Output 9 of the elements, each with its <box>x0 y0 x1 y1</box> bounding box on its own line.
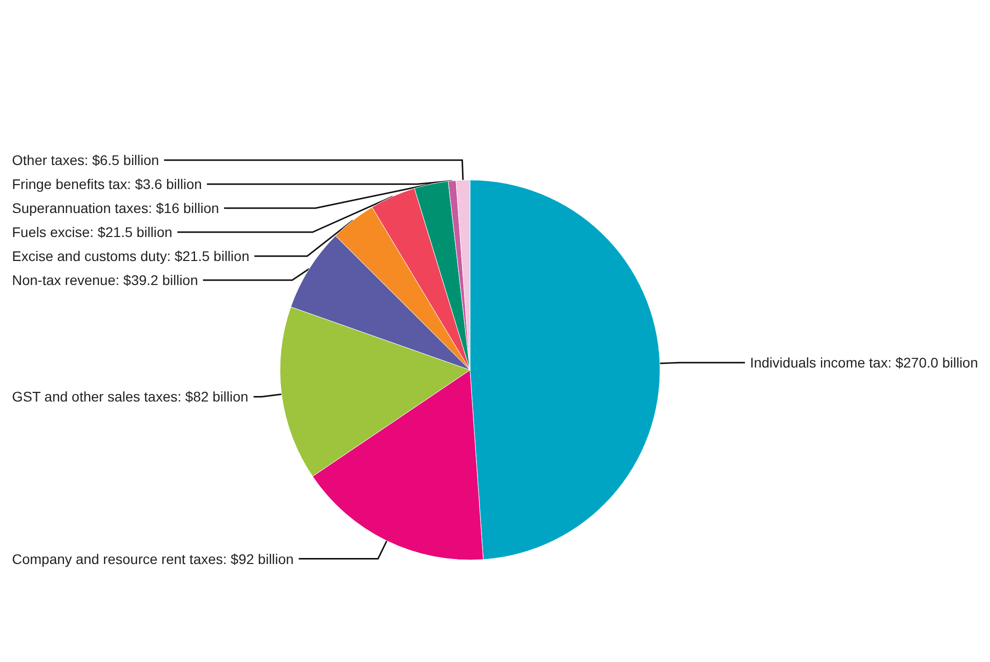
slice-label: Non-tax revenue: $39.2 billion <box>12 272 198 288</box>
slice-label: GST and other sales taxes: $82 billion <box>12 388 248 405</box>
slice-label: Fuels excise: $21.5 billion <box>12 224 172 240</box>
slice-label: Other taxes: $6.5 billion <box>12 152 160 168</box>
slice-label: Individuals income tax: $270.0 billion <box>750 354 978 371</box>
slice-label: Superannuation taxes: $16 billion <box>12 200 220 216</box>
slice-label: Excise and customs duty: $21.5 billion <box>12 248 250 264</box>
slice-label: Fringe benefits tax: $3.6 billion <box>12 176 202 192</box>
slice-label: Company and resource rent taxes: $92 billion <box>12 550 294 567</box>
